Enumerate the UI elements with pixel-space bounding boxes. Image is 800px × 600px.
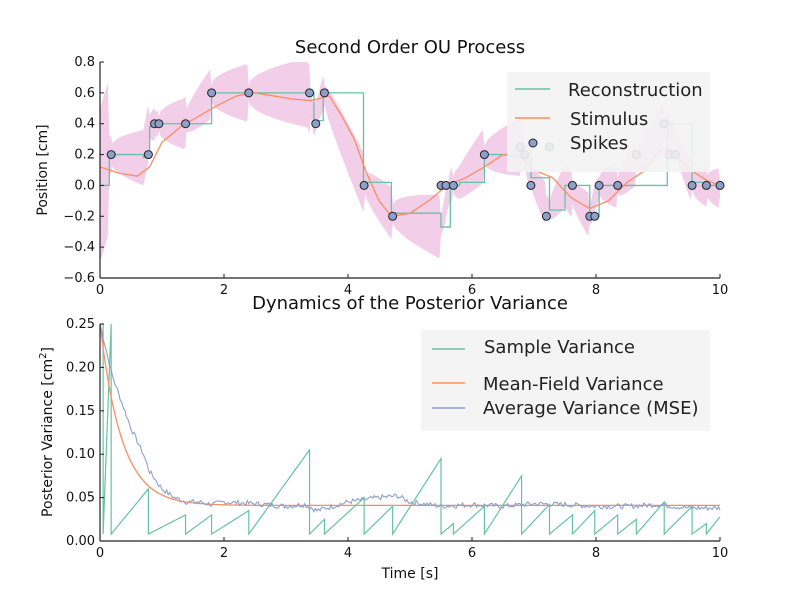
- spike-point: [448, 180, 458, 190]
- spike-point: [613, 180, 623, 190]
- bottom-legend-box: [421, 330, 710, 431]
- spike-point: [319, 88, 329, 98]
- spike-point: [143, 150, 153, 160]
- top-ytick-label: 0.0: [74, 178, 95, 193]
- legend-sample-variance: Sample Variance: [484, 337, 635, 358]
- bottom-ytick-label: 0.05: [66, 491, 95, 506]
- top-xtick-label: 6: [468, 283, 476, 298]
- spike-point: [106, 150, 116, 160]
- bottom-series-lines: [99, 323, 721, 537]
- top-ylabel: Position [cm]: [35, 124, 51, 215]
- spike-point: [594, 180, 604, 190]
- spike-point: [590, 211, 600, 221]
- bottom-xtick-label: 4: [344, 546, 352, 561]
- top-ytick-label: 0.4: [74, 117, 95, 132]
- spike-point: [207, 88, 217, 98]
- spike-point: [541, 211, 551, 221]
- bottom-ylabel-main: Posterior Variance [cm: [40, 359, 56, 517]
- spike-point: [359, 180, 369, 190]
- top-ytick-label: −0.2: [63, 209, 95, 224]
- bottom-ylabel-sup: 2: [38, 353, 49, 359]
- bottom-ytick-label: 0.10: [66, 447, 95, 462]
- spike-point: [181, 119, 191, 129]
- top-ytick-label: 0.2: [74, 148, 95, 163]
- bottom-ytick-label: 0.20: [66, 360, 95, 375]
- bottom-xtick-label: 8: [592, 546, 600, 561]
- spike-point: [526, 180, 536, 190]
- uncertainty-band-area: [100, 62, 720, 263]
- spike-point: [311, 119, 321, 129]
- legend-average-variance: Average Variance (MSE): [483, 398, 699, 419]
- top-xtick-label: 2: [220, 283, 228, 298]
- position-panel: Second Order OU Process Position [cm] 0 2…: [35, 37, 728, 298]
- top-title: Second Order OU Process: [295, 37, 525, 58]
- bottom-ylabel-close: ]: [40, 347, 56, 352]
- spike-point: [388, 211, 398, 221]
- top-xtick-label: 0: [96, 283, 104, 298]
- stimulus-line: [99, 92, 721, 217]
- spike-point: [244, 88, 254, 98]
- legend-stimulus: Stimulus: [570, 109, 648, 130]
- top-xtick-label: 4: [344, 283, 352, 298]
- spike-point: [687, 180, 697, 190]
- top-ytick-label: −0.4: [63, 240, 95, 255]
- spike-point: [701, 180, 711, 190]
- bottom-ytick-label: 0.25: [66, 317, 95, 332]
- bottom-xtick-label: 0: [96, 546, 104, 561]
- bottom-ytick-label: 0.00: [66, 534, 95, 549]
- bottom-axes: 0 2 4 6 8 10 0.00 0.05 0.10 0.15 0.20 0.25: [66, 317, 728, 561]
- top-ytick-label: 0.8: [74, 55, 95, 70]
- bottom-legend: Sample Variance Mean-Field Variance Aver…: [421, 330, 710, 431]
- legend-spikes: Spikes: [570, 133, 628, 154]
- top-xtick-label: 10: [712, 283, 729, 298]
- legend-meanfield-variance: Mean-Field Variance: [483, 374, 664, 395]
- bottom-ytick-label: 0.15: [66, 404, 95, 419]
- uncertainty-band: [100, 62, 720, 263]
- average-variance-line: [99, 323, 721, 513]
- spike-point: [154, 119, 164, 129]
- bottom-xtick-label: 10: [712, 546, 729, 561]
- legend-spikes-marker: [528, 138, 538, 148]
- spike-point: [305, 88, 315, 98]
- bottom-ylabel: Posterior Variance [cm2]: [38, 347, 56, 517]
- top-xtick-label: 8: [592, 283, 600, 298]
- top-axes: 0 2 4 6 8 10 −0.6 −0.4 −0.2 0.0 0.2 0.4 0.6 0.8: [63, 55, 728, 298]
- spike-point: [441, 180, 451, 190]
- spike-point: [567, 180, 577, 190]
- top-ytick-label: 0.6: [74, 86, 95, 101]
- spike-point: [715, 180, 725, 190]
- legend-reconstruction: Reconstruction: [568, 80, 703, 101]
- variance-panel: Dynamics of the Posterior Variance Poste…: [38, 293, 728, 582]
- sample-variance-line: [100, 323, 721, 537]
- bottom-xtick-label: 2: [220, 546, 228, 561]
- bottom-xlabel: Time [s]: [381, 566, 439, 582]
- bottom-xtick-label: 6: [468, 546, 476, 561]
- top-legend: Reconstruction Stimulus Spikes: [507, 72, 710, 172]
- top-ytick-label: −0.6: [63, 271, 95, 286]
- spike-point: [479, 150, 489, 160]
- bottom-title: Dynamics of the Posterior Variance: [252, 293, 568, 314]
